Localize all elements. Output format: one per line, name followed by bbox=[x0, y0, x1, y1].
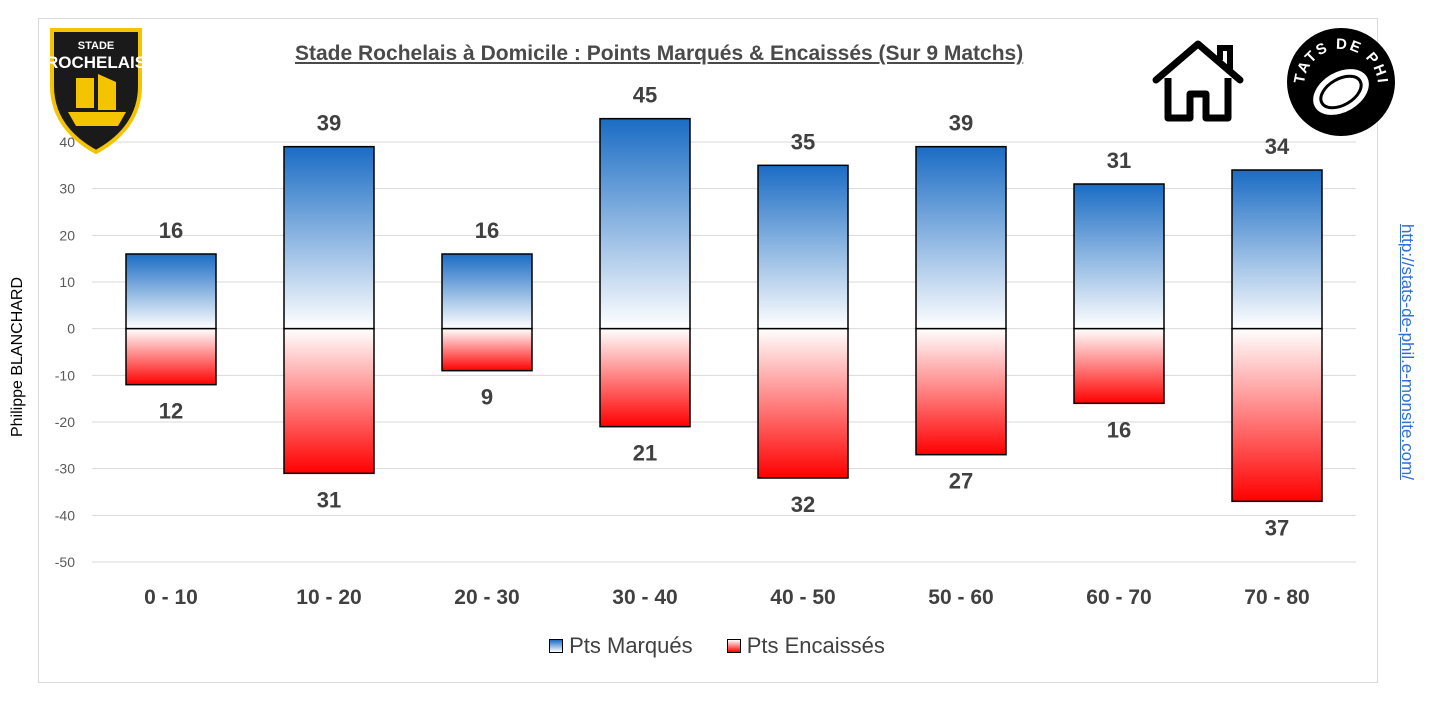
data-label-scored: 35 bbox=[791, 129, 815, 154]
bar-scored bbox=[125, 253, 217, 330]
x-tick-label: 60 - 70 bbox=[1086, 586, 1151, 609]
x-tick-label: 0 - 10 bbox=[144, 586, 198, 609]
bar-conceded bbox=[757, 327, 849, 479]
data-label-conceded: 27 bbox=[949, 469, 973, 494]
legend-item-conceded: Pts Encaissés bbox=[726, 633, 885, 659]
y-tick-label: 30 bbox=[59, 181, 75, 197]
chart-legend: Pts Marqués Pts Encaissés bbox=[0, 633, 1434, 659]
bar-conceded bbox=[441, 327, 533, 372]
chart-title: Stade Rochelais à Domicile : Points Marq… bbox=[295, 42, 1024, 65]
data-label-conceded: 31 bbox=[317, 487, 341, 512]
bar-conceded bbox=[1231, 327, 1323, 503]
data-label-scored: 39 bbox=[317, 111, 341, 136]
bar-scored bbox=[283, 145, 375, 330]
author-label: Philippe BLANCHARD bbox=[9, 276, 26, 438]
y-tick-label: 20 bbox=[59, 227, 75, 243]
bar-scored bbox=[441, 253, 533, 330]
data-label-conceded: 32 bbox=[791, 492, 815, 517]
data-label-scored: 31 bbox=[1107, 148, 1131, 173]
data-label-scored: 16 bbox=[159, 218, 183, 243]
legend-swatch-conceded bbox=[726, 639, 741, 653]
x-tick-label: 20 - 30 bbox=[454, 586, 519, 609]
data-label-scored: 39 bbox=[949, 111, 973, 136]
x-tick-label: 10 - 20 bbox=[296, 586, 361, 609]
stade-rochelais-logo: STADE ROCHELAIS bbox=[46, 28, 146, 155]
legend-swatch-scored bbox=[549, 639, 564, 653]
bar-conceded bbox=[915, 327, 1007, 456]
bar-conceded bbox=[283, 327, 375, 475]
x-tick-label: 30 - 40 bbox=[612, 586, 677, 609]
bar-scored bbox=[915, 145, 1007, 330]
data-label-scored: 34 bbox=[1265, 134, 1290, 159]
data-label-scored: 16 bbox=[475, 218, 499, 243]
data-label-conceded: 37 bbox=[1265, 515, 1289, 540]
y-tick-label: 0 bbox=[67, 321, 75, 337]
rugby-ball-icon bbox=[1313, 69, 1369, 115]
bar-scored bbox=[757, 164, 849, 330]
bar-scored bbox=[599, 117, 691, 330]
club-logo-text-1: STADE bbox=[78, 40, 114, 52]
bar-scored bbox=[1073, 183, 1165, 330]
data-label-conceded: 12 bbox=[159, 399, 183, 424]
y-tick-label: -50 bbox=[55, 554, 75, 570]
y-tick-label: -40 bbox=[55, 507, 75, 523]
site-url-link[interactable]: http://stats-de-phil.e-monsite.com/ bbox=[1398, 223, 1417, 481]
ship-icon bbox=[68, 74, 126, 126]
bar-conceded bbox=[599, 327, 691, 428]
y-tick-label: 40 bbox=[59, 134, 75, 150]
y-tick-label: -10 bbox=[55, 367, 75, 383]
bar-conceded bbox=[125, 327, 217, 386]
bar-conceded bbox=[1073, 327, 1165, 405]
y-tick-label: -30 bbox=[55, 461, 75, 477]
legend-item-scored: Pts Marqués bbox=[549, 633, 693, 659]
x-tick-label: 40 - 50 bbox=[770, 586, 835, 609]
y-tick-label: 10 bbox=[59, 274, 75, 290]
legend-label-conceded: Pts Encaissés bbox=[746, 633, 885, 658]
data-label-scored: 45 bbox=[633, 83, 657, 108]
x-tick-label: 70 - 80 bbox=[1244, 586, 1309, 609]
bar-scored bbox=[1231, 169, 1323, 330]
data-label-conceded: 9 bbox=[481, 385, 493, 410]
club-logo-text-2: ROCHELAIS bbox=[46, 53, 146, 72]
data-label-conceded: 21 bbox=[633, 441, 657, 466]
x-tick-label: 50 - 60 bbox=[928, 586, 993, 609]
home-icon bbox=[1152, 40, 1244, 122]
y-tick-label: -20 bbox=[55, 414, 75, 430]
legend-label-scored: Pts Marqués bbox=[569, 633, 693, 658]
data-label-conceded: 16 bbox=[1107, 417, 1131, 442]
